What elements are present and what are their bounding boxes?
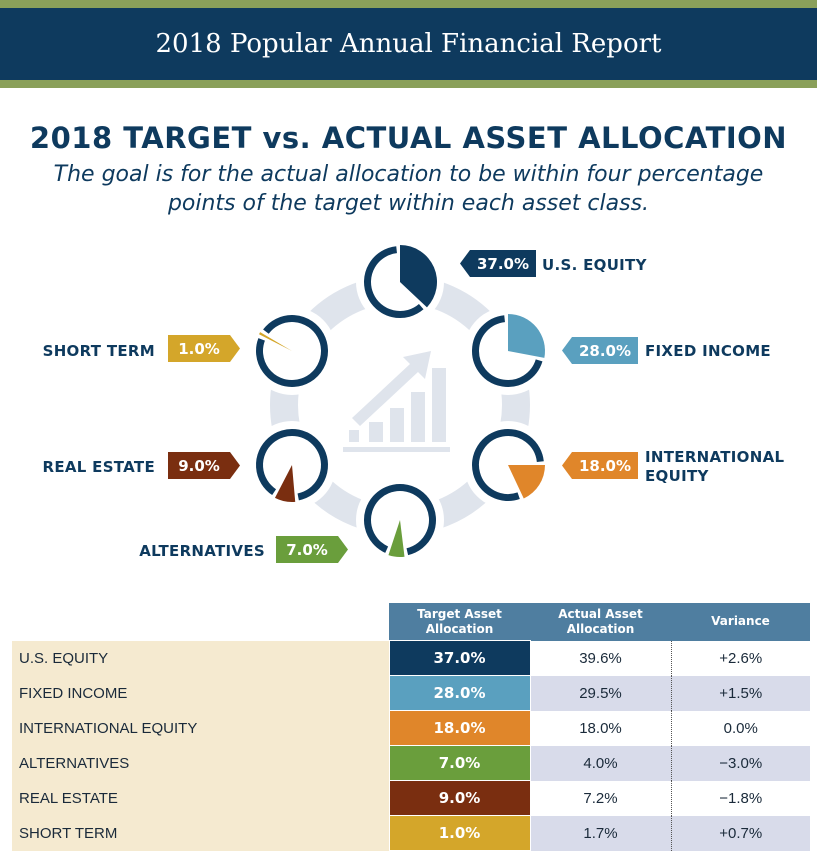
value-tag-us-equity bbox=[460, 250, 536, 277]
slice-us-equity bbox=[400, 245, 438, 308]
slice-alternatives bbox=[388, 520, 405, 557]
table-row: REAL ESTATE 9.0% 7.2% −1.8% bbox=[12, 780, 810, 816]
value-tag-short-term bbox=[168, 335, 240, 362]
target-cell: 1.0% bbox=[388, 815, 531, 851]
growth-chart-icon bbox=[343, 351, 450, 452]
value-label-short-term: 1.0% bbox=[178, 340, 220, 358]
slice-real-estate bbox=[274, 465, 296, 502]
value-label-real-estate: 9.0% bbox=[178, 457, 220, 475]
value-tag-international-equity bbox=[562, 452, 638, 479]
actual-cell: 7.2% bbox=[530, 780, 672, 816]
table-row: INTERNATIONAL EQUITY 18.0% 18.0% 0.0% bbox=[12, 710, 810, 746]
value-label-us-equity: 37.0% bbox=[477, 255, 529, 273]
actual-cell: 29.5% bbox=[530, 675, 672, 711]
table-row: SHORT TERM 1.0% 1.7% +0.7% bbox=[12, 815, 810, 851]
category-label-short-term: SHORT TERM bbox=[43, 342, 155, 360]
actual-cell: 18.0% bbox=[530, 710, 672, 746]
variance-cell: 0.0% bbox=[671, 710, 810, 746]
page-heading: 2018 TARGET vs. ACTUAL ASSET ALLOCATION bbox=[29, 121, 788, 155]
row-label: INTERNATIONAL EQUITY bbox=[12, 710, 389, 746]
category-label-us-equity: U.S. EQUITY bbox=[542, 256, 648, 274]
top-stripe bbox=[0, 0, 817, 8]
category-label-real-estate: REAL ESTATE bbox=[42, 458, 155, 476]
value-tag-real-estate bbox=[168, 452, 240, 479]
report-title: 2018 Popular Annual Financial Report bbox=[155, 29, 662, 59]
row-label: SHORT TERM bbox=[12, 815, 389, 851]
row-label: FIXED INCOME bbox=[12, 675, 389, 711]
header-spacer bbox=[12, 603, 389, 641]
ring-us-equity bbox=[364, 246, 424, 318]
bottom-stripe bbox=[0, 80, 817, 88]
value-tag-fixed-income bbox=[562, 337, 638, 364]
target-cell: 37.0% bbox=[388, 640, 531, 676]
slice-international-equity bbox=[508, 465, 545, 499]
category-label-alternatives: ALTERNATIVES bbox=[139, 542, 265, 560]
actual-cell: 39.6% bbox=[530, 640, 672, 676]
header-target: Target Asset Allocation bbox=[389, 603, 530, 641]
category-label-international-equity: EQUITY bbox=[645, 467, 709, 485]
variance-cell: −1.8% bbox=[671, 780, 810, 816]
header-target-line1: Target Asset bbox=[417, 606, 502, 621]
variance-cell: +1.5% bbox=[671, 675, 810, 711]
slice-fixed-income bbox=[508, 314, 545, 358]
header-actual-line1: Actual Asset bbox=[558, 606, 643, 621]
header-actual-line2: Allocation bbox=[566, 621, 635, 636]
actual-cell: 4.0% bbox=[530, 745, 672, 781]
value-label-international-equity: 18.0% bbox=[579, 457, 631, 475]
variance-cell: +2.6% bbox=[671, 640, 810, 676]
header-banner bbox=[0, 8, 817, 80]
target-cell: 28.0% bbox=[388, 675, 531, 711]
category-label-international-equity: INTERNATIONAL bbox=[645, 448, 784, 466]
row-label: U.S. EQUITY bbox=[12, 640, 389, 676]
table-row: ALTERNATIVES 7.0% 4.0% −3.0% bbox=[12, 745, 810, 781]
table-row: U.S. EQUITY 37.0% 39.6% +2.6% bbox=[12, 640, 810, 676]
target-cell: 7.0% bbox=[388, 745, 531, 781]
ring-fixed-income bbox=[472, 315, 543, 387]
target-cell: 18.0% bbox=[388, 710, 531, 746]
value-label-alternatives: 7.0% bbox=[286, 541, 328, 559]
category-label-fixed-income: FIXED INCOME bbox=[645, 342, 771, 360]
target-cell: 9.0% bbox=[388, 780, 531, 816]
header-target-line2: Allocation bbox=[425, 621, 494, 636]
ring-real-estate bbox=[256, 429, 328, 501]
allocation-chart: 37.0% U.S. EQUITY 28.0% FIXED INCOME 18.0% IN… bbox=[42, 245, 785, 563]
table-row: FIXED INCOME 28.0% 29.5% +1.5% bbox=[12, 675, 810, 711]
value-label-fixed-income: 28.0% bbox=[579, 342, 631, 360]
row-label: ALTERNATIVES bbox=[12, 745, 389, 781]
ring-alternatives bbox=[364, 484, 436, 556]
ring-short-term bbox=[256, 315, 328, 387]
ring-international-equity bbox=[472, 429, 544, 501]
actual-cell: 1.7% bbox=[530, 815, 672, 851]
variance-cell: −3.0% bbox=[671, 745, 810, 781]
header-actual: Actual Asset Allocation bbox=[530, 603, 671, 641]
slice-short-term bbox=[259, 332, 292, 351]
table-header-row: Target Asset Allocation Actual Asset All… bbox=[12, 603, 810, 641]
header-variance: Variance bbox=[671, 603, 810, 641]
row-label: REAL ESTATE bbox=[12, 780, 389, 816]
allocation-table: Target Asset Allocation Actual Asset All… bbox=[12, 603, 810, 851]
variance-cell: +0.7% bbox=[671, 815, 810, 851]
page-subtitle: The goal is for the actual allocation to… bbox=[53, 162, 764, 216]
value-tag-alternatives bbox=[276, 536, 348, 563]
